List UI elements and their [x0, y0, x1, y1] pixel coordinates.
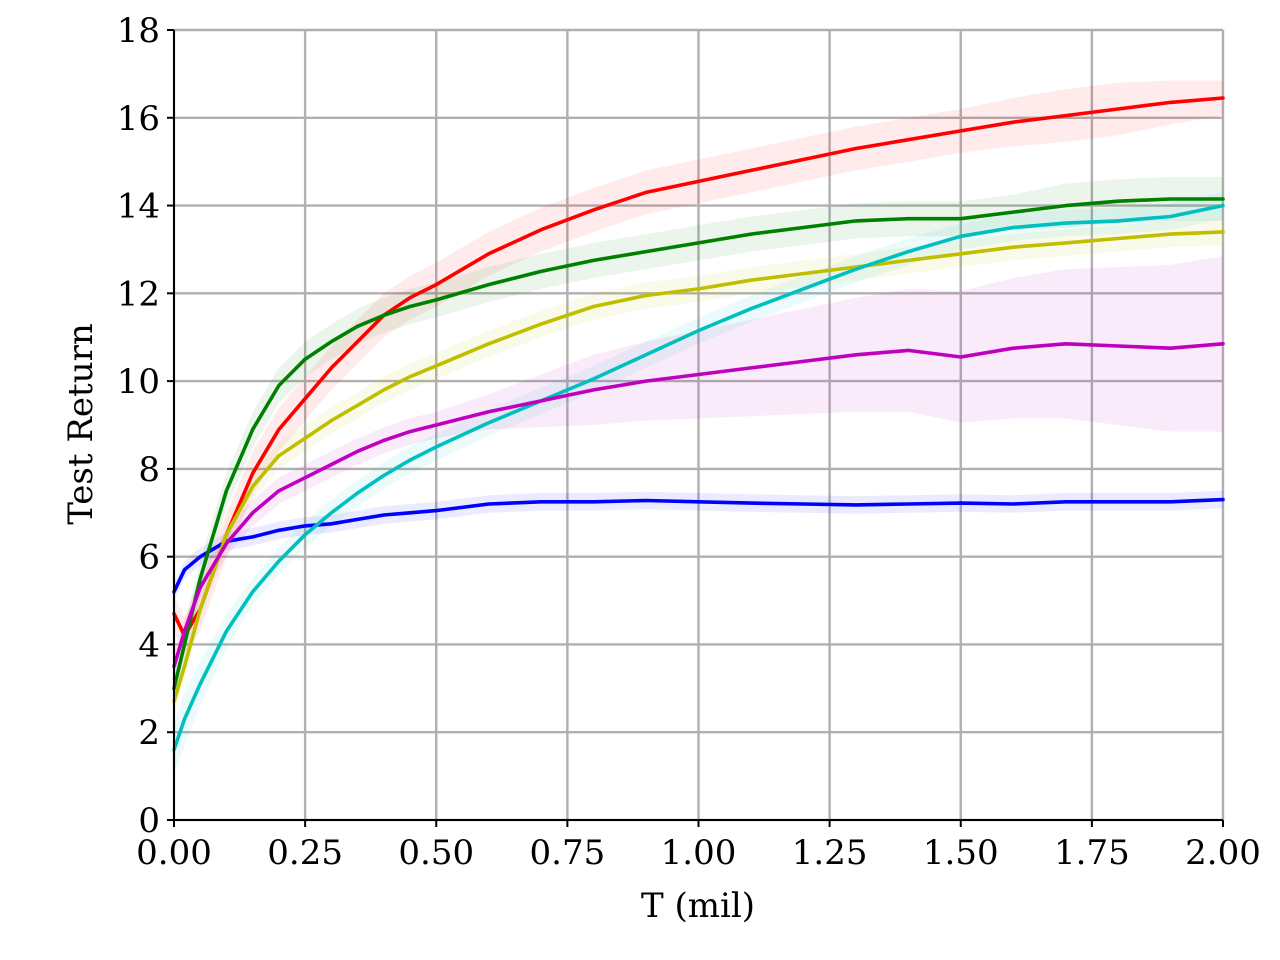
series-3-band: [174, 177, 1223, 706]
axes: [167, 29, 1224, 827]
y-tick-label: 12: [117, 274, 160, 314]
y-tick-label: 10: [117, 362, 160, 402]
series-5-band: [174, 192, 1223, 777]
grid: [172, 28, 1225, 822]
y-tick-label: 0: [138, 801, 160, 841]
y-tick-label: 6: [138, 538, 160, 578]
tick-labels: 0.00 0.25 0.50 0.75 1.00 1.25 1.50 1.75 2.00 0 2 4 6…: [117, 11, 1261, 873]
x-tick-label: 0.25: [267, 833, 343, 873]
y-tick-label: 18: [117, 11, 160, 51]
series-lines: [172, 96, 1225, 752]
x-tick-label: 2.00: [1185, 833, 1261, 873]
y-tick-label: 4: [138, 625, 160, 665]
x-tick-label: 1.50: [923, 833, 999, 873]
x-tick-label: 0.50: [398, 833, 474, 873]
x-axis-title: T (mil): [641, 886, 755, 926]
y-tick-label: 2: [138, 713, 160, 753]
y-tick-label: 8: [138, 450, 160, 490]
series-3-line: [172, 197, 1225, 691]
series-6-line: [172, 341, 1225, 669]
series-2-band: [174, 80, 1223, 654]
series-6-band: [174, 256, 1223, 680]
x-tick-label: 1.75: [1054, 833, 1130, 873]
series-1-band: [174, 490, 1223, 601]
series-4-line: [172, 230, 1225, 704]
series-2-line: [172, 96, 1225, 638]
confidence-bands: [174, 80, 1223, 777]
x-tick-label: 1.00: [661, 833, 737, 873]
series-1-line: [172, 497, 1225, 594]
y-tick-label: 16: [117, 99, 160, 139]
y-tick-label: 14: [117, 187, 160, 227]
x-tick-label: 0.00: [136, 833, 212, 873]
x-tick-label: 0.75: [530, 833, 606, 873]
x-tick-label: 1.25: [792, 833, 868, 873]
y-axis-title: Test Return: [61, 323, 101, 525]
